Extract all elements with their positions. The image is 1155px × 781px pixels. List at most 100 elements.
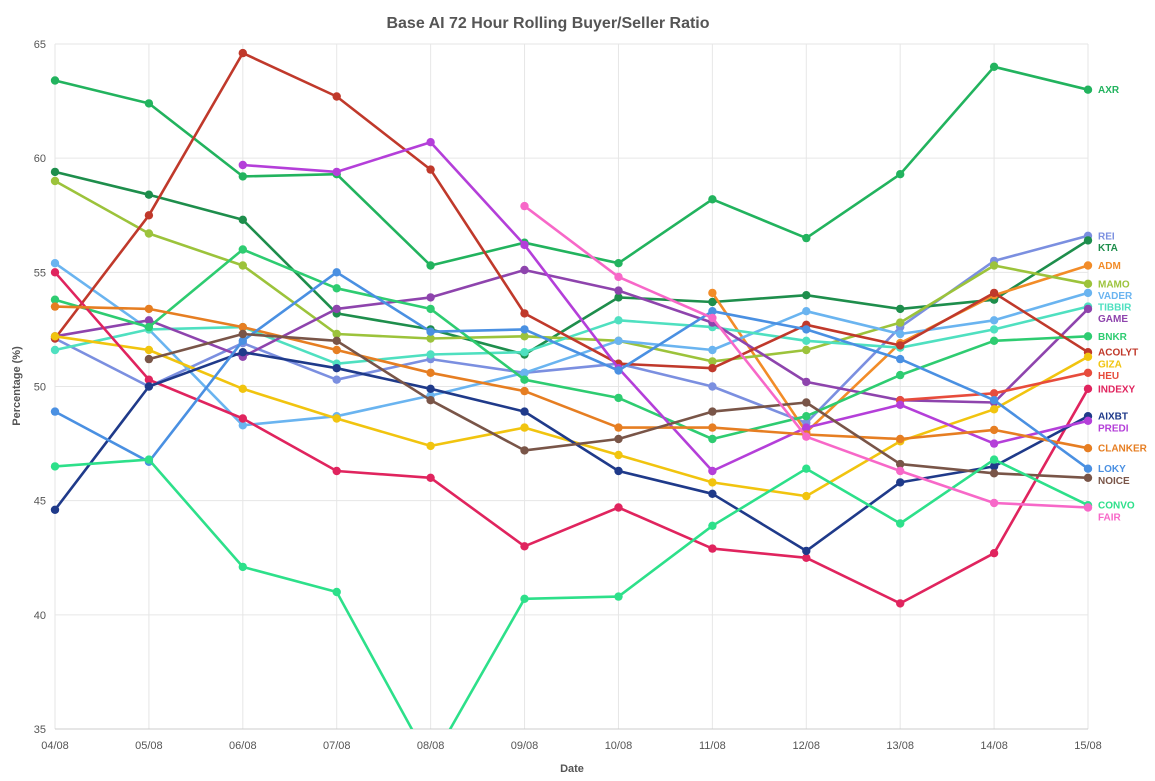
data-point xyxy=(802,464,811,473)
data-point xyxy=(520,375,529,384)
series-line xyxy=(54,65,1089,267)
data-point xyxy=(332,329,341,339)
data-point xyxy=(896,599,905,608)
data-point xyxy=(1083,304,1093,314)
legend-label-adm: ADM xyxy=(1098,261,1121,272)
data-point xyxy=(50,462,60,471)
data-point xyxy=(520,594,529,603)
series-line xyxy=(54,268,1089,404)
data-point xyxy=(1083,236,1093,245)
legend-label-mamo: MAMO xyxy=(1098,279,1130,290)
data-point xyxy=(1083,279,1093,288)
data-point xyxy=(238,261,247,270)
series-line xyxy=(54,335,1089,498)
data-point xyxy=(989,469,999,478)
series-aixbt xyxy=(50,348,1093,556)
series-line xyxy=(54,179,1089,363)
data-point xyxy=(1083,332,1093,341)
data-point xyxy=(520,446,529,455)
data-point xyxy=(614,336,623,345)
legend-label-heu: HEU xyxy=(1098,371,1119,382)
data-point xyxy=(989,316,999,325)
legend-label-vader: VADER xyxy=(1098,291,1133,302)
data-point xyxy=(614,286,623,295)
legend-label-predi: PREDI xyxy=(1098,423,1129,434)
data-point xyxy=(896,466,905,476)
data-point xyxy=(426,473,435,482)
legend-label-indexy: INDEXY xyxy=(1098,384,1136,395)
data-point xyxy=(802,325,811,334)
series-line xyxy=(242,140,1089,473)
data-point xyxy=(708,345,717,355)
series-line xyxy=(53,51,1089,370)
data-point xyxy=(520,201,529,211)
data-point xyxy=(1083,352,1093,361)
data-point xyxy=(426,327,435,336)
data-point xyxy=(426,304,435,314)
data-point xyxy=(708,544,717,553)
data-point xyxy=(614,434,623,444)
data-point xyxy=(614,592,623,601)
data-point xyxy=(332,167,341,177)
data-point xyxy=(1083,444,1093,453)
series-line xyxy=(54,271,1090,605)
data-point xyxy=(50,505,60,514)
data-point xyxy=(1083,288,1093,298)
data-point xyxy=(520,407,529,416)
data-point xyxy=(989,288,999,298)
data-point xyxy=(1083,503,1093,512)
data-point xyxy=(989,439,999,448)
data-point xyxy=(520,325,529,334)
data-point xyxy=(989,389,999,398)
data-point xyxy=(1083,85,1093,94)
data-point xyxy=(1083,261,1093,270)
data-point xyxy=(708,466,717,476)
data-point xyxy=(426,396,435,405)
data-point xyxy=(426,441,435,451)
series-line xyxy=(54,305,1089,366)
data-point xyxy=(896,318,905,327)
data-point xyxy=(332,466,341,476)
legend-label-kta: KTA xyxy=(1098,243,1118,254)
data-point xyxy=(802,233,811,243)
data-point xyxy=(989,336,999,345)
data-point xyxy=(520,348,529,357)
data-point xyxy=(238,421,247,430)
data-point xyxy=(238,562,247,572)
y-tick-label: 50 xyxy=(34,382,46,394)
legend-label-aixbt: AIXBT xyxy=(1098,412,1128,423)
data-point xyxy=(989,455,999,464)
series-line xyxy=(54,270,1089,470)
data-point xyxy=(989,325,999,334)
data-point xyxy=(989,62,999,71)
data-point xyxy=(238,215,247,224)
data-point xyxy=(896,459,905,469)
data-point xyxy=(708,357,717,366)
data-point xyxy=(520,368,529,377)
legend-label-loky: LOKY xyxy=(1098,464,1126,475)
data-point xyxy=(332,92,341,101)
data-point xyxy=(989,396,999,405)
data-point xyxy=(1083,368,1093,377)
data-point xyxy=(802,546,811,556)
data-point xyxy=(1083,464,1093,473)
data-point xyxy=(896,434,905,444)
data-point xyxy=(332,587,341,597)
data-point xyxy=(144,229,154,238)
data-point xyxy=(144,304,154,314)
data-point xyxy=(708,364,717,373)
data-point xyxy=(896,170,905,179)
data-point xyxy=(50,167,60,177)
data-point xyxy=(614,466,623,476)
data-point xyxy=(426,350,435,359)
data-point xyxy=(989,261,999,270)
y-tick-label: 40 xyxy=(34,610,46,622)
data-point xyxy=(332,345,341,355)
data-point xyxy=(1083,473,1093,482)
legend-label-rei: REI xyxy=(1098,231,1115,242)
x-axis-title: Date xyxy=(560,763,584,775)
data-point xyxy=(802,336,811,345)
